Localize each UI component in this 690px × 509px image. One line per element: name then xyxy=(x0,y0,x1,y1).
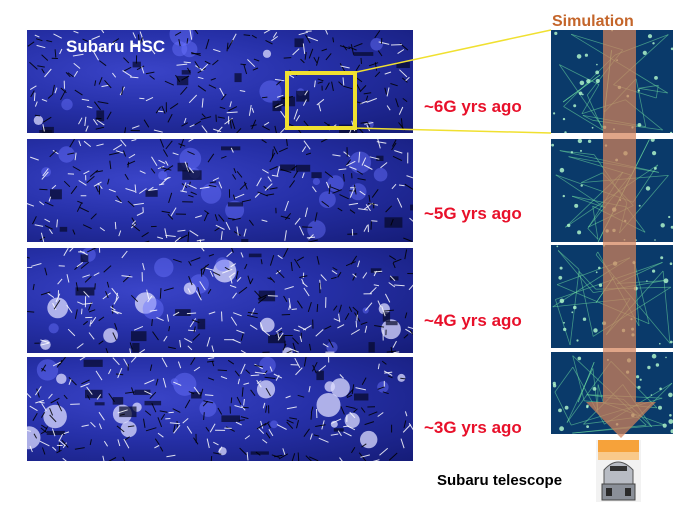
epoch-label-6g: ~6G yrs ago xyxy=(424,97,522,116)
simulation-panel-3g xyxy=(551,352,673,434)
mass-map-panel-3g xyxy=(27,357,413,461)
epoch-label-4g: ~4G yrs ago xyxy=(424,311,522,330)
simulation-panel-4g xyxy=(551,245,673,348)
telescope-icon xyxy=(596,440,641,502)
telescope-label: Subaru telescope xyxy=(437,472,563,489)
simulation-panel-5g xyxy=(551,139,673,242)
epoch-label-3g: ~3G yrs ago xyxy=(424,418,522,437)
mass-map-panel-4g xyxy=(27,248,413,353)
survey-title: Subaru HSC xyxy=(66,37,166,56)
epoch-label-5g: ~5G yrs ago xyxy=(424,204,522,223)
simulation-panel-6g xyxy=(551,30,673,133)
mass-map-panel-5g xyxy=(27,139,413,242)
simulation-title: Simulation xyxy=(552,13,634,30)
